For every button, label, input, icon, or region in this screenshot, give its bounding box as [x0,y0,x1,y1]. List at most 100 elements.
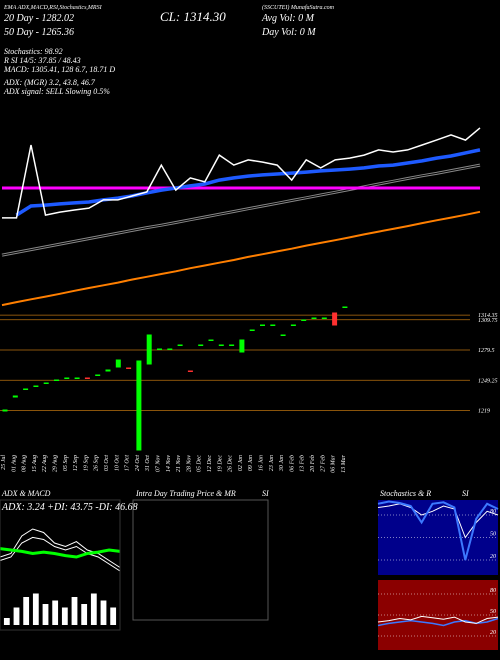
candle [157,348,162,350]
candle [311,317,317,319]
indicator: ADX: (MGR) 3.2, 43.8, 46.7 [3,78,96,87]
candle [105,369,111,372]
y-tick-label: 1279.5 [478,348,495,354]
panel-title: Stochastics & R [380,489,431,498]
line [0,528,121,568]
x-tick-label: 28 Nov [186,455,192,473]
panel-subtitle: ADX: 3.24 +DI: 43.75 -DI: 46.68 [1,502,138,513]
x-tick-label: 10 Oct [114,455,120,471]
y-tick-label: 1309.75 [478,318,498,324]
y-tick-label: 50 [490,532,496,538]
y-tick-label: 1314.35 [478,312,498,319]
line-inner [1,164,481,256]
candle [146,334,152,365]
candle [249,329,255,331]
x-tick-label: 23 Jan [269,455,275,471]
ema: 50 Day - 1265.36 [4,27,74,38]
indicator: MACD: 1305.41, 128 6.7, 18.71 D [3,65,115,74]
candle [2,409,8,412]
x-tick-label: 26 Sep [94,455,100,471]
x-tick-label: 19 Sep [83,455,89,471]
y-tick-label: 1219 [478,409,490,415]
x-tick-label: 20 Feb [310,455,316,472]
x-tick-label: 29 Aug [53,455,59,472]
y-tick-label: 80 [490,509,496,515]
candle [280,334,286,336]
y-tick-label: 1249.25 [478,377,498,384]
y-tick-label: 20 [490,630,496,636]
x-tick-label: 14 Nov [165,455,172,473]
bar [81,604,88,625]
candle [84,377,90,379]
header: EMA ADX,MACD,RSI,Stochastics,MRSI [3,5,103,11]
candle [229,344,235,346]
panel-frame [0,499,121,631]
candle [290,324,296,326]
candle [177,344,183,346]
bar [52,600,59,625]
x-tick-label: 27 Feb [320,455,326,472]
x-tick-label: 13 Feb [300,455,306,472]
x-tick-label: 17 Oct [125,455,131,471]
line [377,503,499,539]
candle [95,374,101,376]
x-tick-label: 16 Jan [259,455,265,471]
y-tick-label: 80 [490,588,496,594]
x-tick-label: 13 Mar [341,454,347,472]
candle [301,319,307,321]
x-tick-label: 30 Jan [279,455,285,472]
candle [342,306,348,308]
x-tick-label: 22 Aug [42,455,48,472]
x-tick-label: 26 Dec [228,455,234,472]
header: (SSCUTEI) MunafaSutra.com [262,4,335,11]
bar [23,597,30,625]
line [15,148,481,217]
candle [136,360,142,451]
x-tick-label: 12 Dec [207,455,213,472]
ema: 20 Day - 1282.02 [4,13,74,24]
panel-frame [132,499,269,621]
candle [208,339,214,341]
bar [61,607,68,625]
x-tick-label: 25 Jul [1,455,7,470]
candle [332,312,338,326]
y-tick-label: 20 [490,554,496,560]
x-tick-label: 06 Feb [289,455,295,472]
candle [218,344,224,346]
x-tick-label: 24 Oct [134,455,141,471]
bar [32,593,39,625]
volume: Avg Vol: 0 M [261,13,315,24]
panel-title: Intra Day Trading Price & MR [135,489,236,498]
x-tick-label: 31 Oct [145,455,151,472]
panel-title: SI [262,489,269,498]
candle [187,370,193,372]
panel-title: SI [462,489,469,498]
x-tick-label: 05 Dec [197,455,203,472]
x-tick-label: 06 Mar [331,454,337,472]
candle [260,324,265,326]
line [1,210,481,307]
close: CL: 1314.30 [160,9,226,24]
volume: Day Vol: 0 M [261,27,316,38]
x-tick-label: 07 Nov [156,455,162,473]
candle [12,395,18,398]
x-tick-label: 09 Jan [248,455,254,471]
candle [64,377,70,379]
x-tick-label: 21 Nov [176,455,182,473]
x-tick-label: 01 Aug [11,455,17,472]
x-tick-label: 08 Aug [22,455,28,472]
line [377,500,499,561]
candle [198,344,204,346]
x-tick-label: 03 Oct [104,455,110,471]
candle [43,382,49,384]
line [377,615,499,624]
candle [270,324,276,326]
bar [71,597,78,625]
x-tick-label: 15 Aug [32,455,38,472]
panel-title: ADX & MACD [1,489,51,498]
line [377,617,499,627]
candle [54,379,59,381]
x-tick-label: 12 Sep [73,455,79,471]
